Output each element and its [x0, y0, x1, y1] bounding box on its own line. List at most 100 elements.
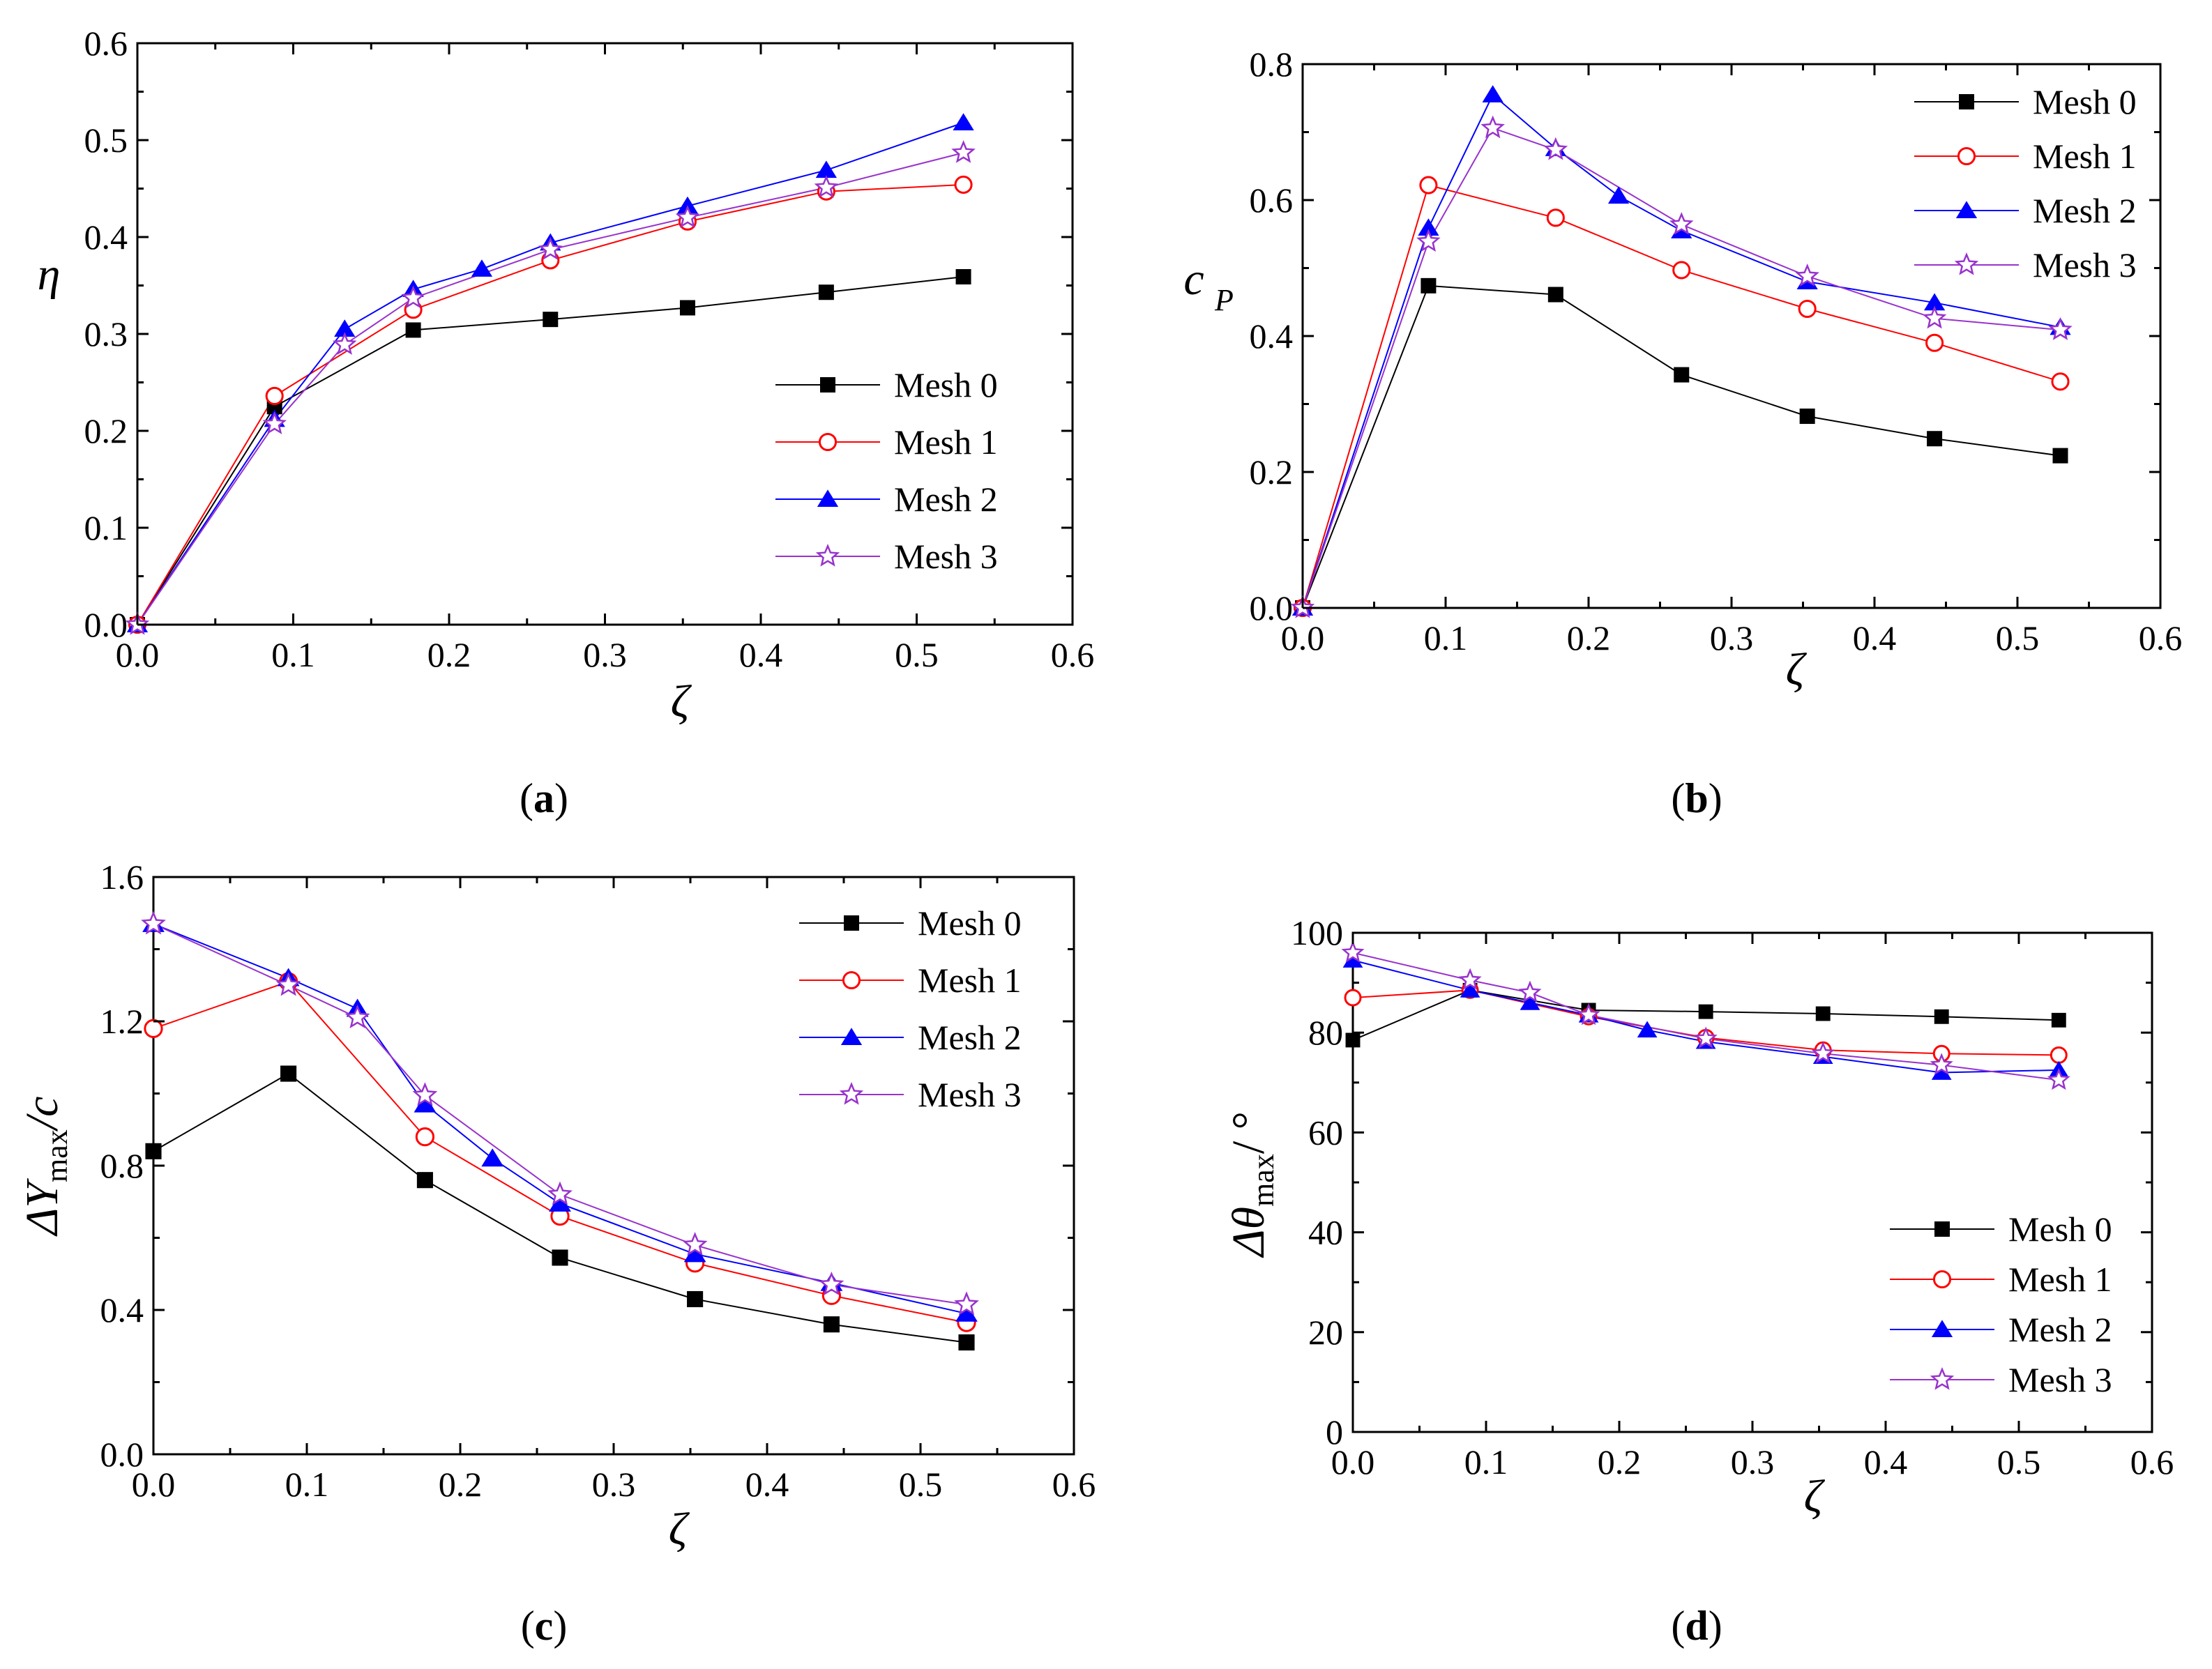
data-point-square-marker-icon — [679, 300, 695, 316]
panel-caption: (a) — [520, 775, 568, 821]
data-point-triangle-marker-icon — [471, 259, 493, 277]
series-line-mesh-1 — [153, 980, 967, 1324]
data-point-star-marker-icon — [1416, 229, 1441, 252]
data-point-square-marker-icon — [145, 1143, 162, 1159]
data-point-square-marker-icon — [955, 268, 971, 284]
data-point-star-marker-icon — [1518, 980, 1542, 1003]
x-tick-label: 0.1 — [1424, 618, 1468, 657]
y-tick-label: 0.2 — [84, 411, 128, 450]
panel-caption: (c) — [521, 1603, 568, 1649]
y-tick-label: 20 — [1308, 1313, 1343, 1352]
legend-label: Mesh 1 — [894, 422, 998, 462]
data-point-square-marker-icon — [1421, 277, 1437, 294]
data-point-star-marker-icon — [344, 1004, 370, 1029]
y-tick-label: 0.4 — [1250, 317, 1294, 356]
legend-star-marker-icon — [815, 543, 840, 567]
series-line-mesh-0 — [137, 276, 964, 625]
legend-label: Mesh 1 — [918, 961, 1022, 1000]
data-point-circle-marker-icon — [954, 175, 973, 194]
plot-frame — [1351, 931, 2153, 1433]
data-point-square-marker-icon — [687, 1290, 704, 1308]
legend-item: Mesh 0 — [1890, 1210, 2112, 1249]
data-point-square-marker-icon — [1934, 1009, 1949, 1024]
data-point-circle-marker-icon — [1546, 208, 1565, 227]
data-point-star-marker-icon — [1341, 940, 1365, 963]
data-point-square-marker-icon — [1799, 409, 1815, 425]
legend-label: Mesh 2 — [894, 480, 998, 519]
data-point-triangle-marker-icon — [1931, 1063, 1952, 1080]
data-point-star-marker-icon — [1922, 305, 1947, 329]
y-tick-label: 0.4 — [84, 218, 128, 257]
data-point-star-marker-icon — [275, 972, 301, 996]
data-point-triangle-marker-icon — [1482, 85, 1503, 102]
x-tick-label: 0.4 — [1853, 618, 1897, 657]
data-point-triangle-marker-icon — [1637, 1021, 1658, 1038]
x-tick-label: 0.3 — [583, 635, 627, 674]
x-tick-label: 0.4 — [739, 635, 783, 674]
legend-item: Mesh 3 — [1890, 1360, 2112, 1399]
data-point-star-marker-icon — [2047, 1067, 2070, 1090]
legend: Mesh 0 Mesh 1 Mesh 2 Mesh 3 — [775, 365, 998, 576]
data-point-star-marker-icon — [675, 205, 700, 228]
data-point-square-marker-icon — [543, 312, 559, 328]
data-point-star-marker-icon — [412, 1082, 438, 1106]
data-point-square-marker-icon — [1547, 287, 1563, 303]
panel-d: 0.0 0.1 0.2 0.3 0.4 0.5 0.6 0 20 40 60 80 100 Δθmax/… — [1223, 913, 2174, 1649]
data-point-square-marker-icon — [818, 284, 834, 300]
data-point-star-marker-icon — [1480, 115, 1505, 139]
panel-a: 0.0 0.1 0.2 0.3 0.4 0.5 0.6 0.0 0.1 0.2 0.3 0.4 0.5 0… — [38, 24, 1095, 821]
legend-circle-marker-icon — [1957, 146, 1976, 166]
legend-label: Mesh 0 — [894, 365, 998, 404]
y-tick-label: 0.1 — [84, 508, 128, 547]
legend-item: Mesh 0 — [1914, 82, 2137, 121]
legend-label: Mesh 2 — [2033, 191, 2137, 230]
series-marks — [1341, 940, 2070, 1090]
data-point-star-marker-icon — [1930, 1053, 1953, 1075]
data-point-circle-marker-icon — [2051, 372, 2070, 391]
y-tick-label: 0.0 — [100, 1435, 144, 1474]
legend-label: Mesh 1 — [2008, 1260, 2112, 1299]
data-point-triangle-marker-icon — [1342, 951, 1363, 968]
axis-ticks: 0.0 0.1 0.2 0.3 0.4 0.5 0.6 0 20 40 60 80 100 — [1291, 913, 2174, 1481]
series-line-mesh-2 — [1302, 93, 2061, 609]
legend-square-marker-icon — [844, 915, 859, 931]
data-point-star-marker-icon — [538, 236, 563, 260]
data-point-star-marker-icon — [2048, 317, 2073, 340]
legend-square-marker-icon — [1934, 1221, 1950, 1237]
y-tick-label: 1.6 — [100, 858, 144, 897]
x-tick-label: 0.6 — [1052, 1465, 1096, 1504]
data-point-star-marker-icon — [141, 910, 166, 935]
data-point-circle-marker-icon — [2050, 1046, 2068, 1064]
series-line-mesh-3 — [153, 923, 967, 1306]
legend: Mesh 0 Mesh 1 Mesh 2 Mesh 3 — [799, 904, 1022, 1114]
legend-label: Mesh 0 — [918, 904, 1022, 943]
data-point-circle-marker-icon — [144, 1019, 163, 1038]
data-point-star-marker-icon — [333, 332, 357, 355]
x-axis-label: ζ — [1786, 644, 1808, 695]
legend-item: Mesh 2 — [799, 1018, 1022, 1057]
data-point-star-marker-icon — [1811, 1041, 1835, 1064]
data-point-star-marker-icon — [1694, 1026, 1718, 1049]
x-tick-label: 0.1 — [285, 1465, 329, 1504]
data-point-square-marker-icon — [958, 1334, 975, 1351]
data-point-circle-marker-icon — [1344, 989, 1362, 1007]
legend-item: Mesh 1 — [1890, 1260, 2112, 1299]
data-point-star-marker-icon — [262, 411, 287, 434]
legend-item: Mesh 0 — [775, 365, 998, 404]
data-point-square-marker-icon — [2051, 1012, 2066, 1028]
legend-star-marker-icon — [1954, 252, 1979, 275]
legend-label: Mesh 3 — [2008, 1360, 2112, 1399]
legend-star-marker-icon — [1930, 1366, 1955, 1390]
legend-circle-marker-icon — [818, 432, 838, 452]
y-axis-label: Δθmax/ ° — [1223, 1111, 1280, 1258]
series-marks — [125, 113, 976, 635]
data-point-square-marker-icon — [1815, 1006, 1831, 1021]
data-point-star-marker-icon — [547, 1181, 573, 1205]
x-tick-label: 0.1 — [271, 635, 315, 674]
legend-item: Mesh 1 — [775, 422, 998, 462]
legend-item: Mesh 2 — [1890, 1310, 2112, 1349]
data-point-circle-marker-icon — [1925, 333, 1944, 352]
x-tick-label: 0.3 — [1731, 1442, 1775, 1481]
x-tick-label: 0.2 — [1567, 618, 1611, 657]
data-point-triangle-marker-icon — [683, 1244, 706, 1263]
